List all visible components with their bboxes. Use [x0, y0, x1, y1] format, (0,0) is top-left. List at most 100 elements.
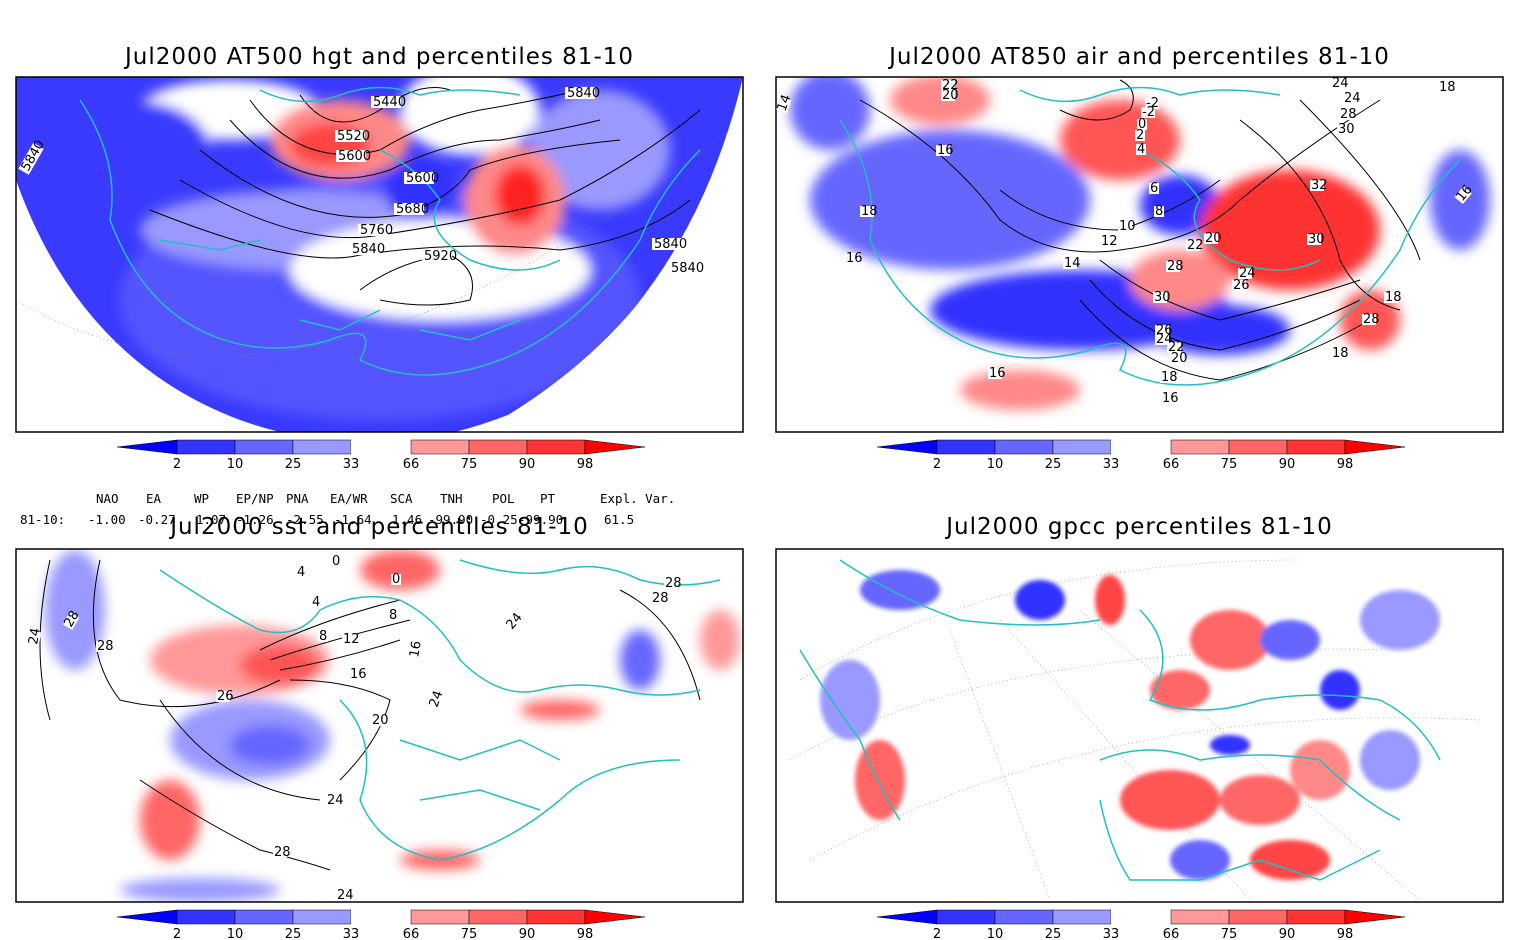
idx-h-eawr: EA/WR: [330, 491, 368, 506]
contour-sst-1: [39, 559, 51, 721]
clabel-air-27: 16: [1161, 391, 1179, 406]
panel-title-air: Jul2000 AT850 air and percentiles 81-10: [889, 44, 1390, 70]
svg-text:28: 28: [1340, 107, 1357, 122]
colorbar-seg-5: [1170, 439, 1230, 455]
clabel-sst-2: 28: [96, 639, 114, 654]
colorbar-sst: 2 10 25 33 66 75 90 98: [116, 909, 646, 940]
clabel-sst-15: 28: [651, 591, 669, 606]
svg-text:18: 18: [1439, 80, 1456, 95]
clabel-sst-10: 20: [371, 713, 389, 728]
svg-text:5920: 5920: [424, 249, 457, 264]
coastline-sst-4: [399, 739, 561, 811]
coastline-gpcc-1: [799, 649, 901, 821]
clabel-air-16: 22: [1186, 238, 1204, 253]
colorbar-label: 66: [1163, 927, 1180, 940]
shade-gpcc-red8: [1250, 840, 1330, 880]
svg-text:16: 16: [937, 143, 954, 158]
idx-h-pna: PNA: [286, 491, 309, 506]
shade-air-red2: [1200, 170, 1380, 290]
svg-text:14: 14: [775, 93, 795, 114]
coastline-sst-2: [339, 699, 681, 861]
clabel-sst-12: 24: [427, 689, 446, 710]
coastline-gpcc-5: [1099, 799, 1381, 881]
idx-v-tnh: -99.90: [428, 512, 474, 527]
clabel-air-17: 20: [1204, 231, 1222, 246]
svg-text:-2: -2: [1142, 105, 1155, 120]
svg-text:24: 24: [1239, 266, 1256, 281]
colorbar-label: 98: [577, 927, 594, 940]
svg-text:16: 16: [1162, 391, 1179, 406]
svg-text:18: 18: [1385, 290, 1402, 305]
clabel-hgt-3: 5600: [404, 171, 439, 186]
svg-text:5600: 5600: [338, 149, 371, 164]
colorbar-label: 33: [1103, 927, 1120, 940]
clabel-air-34: 30: [1307, 232, 1325, 247]
svg-text:0: 0: [332, 554, 340, 569]
svg-text:12: 12: [1101, 234, 1118, 249]
clabel-hgt-6: 5840: [350, 242, 385, 257]
svg-text:20: 20: [372, 713, 389, 728]
shade-gpcc-red2: [1095, 575, 1125, 625]
clabel-air-20: 24: [1238, 266, 1256, 281]
svg-text:28: 28: [61, 608, 82, 630]
colorbar-air: 2 10 25 33 66 75 90 98: [876, 439, 1406, 472]
svg-text:22: 22: [942, 78, 959, 93]
svg-text:4: 4: [312, 595, 320, 610]
contour-hgt-5840: [149, 199, 691, 259]
clabel-air-3: 16: [936, 143, 954, 158]
coastline-gpcc-3: [1139, 609, 1441, 761]
clabel-air-38: 18: [1438, 80, 1456, 95]
colorbar-label: 10: [987, 457, 1004, 472]
svg-text:5840: 5840: [567, 86, 600, 101]
svg-text:5840: 5840: [352, 242, 385, 257]
svg-text:10: 10: [1119, 219, 1136, 234]
colorbar-seg-5: [1170, 909, 1230, 925]
colorbar-seg-3: [292, 439, 352, 455]
shade-hgt-white3: [400, 77, 540, 155]
colorbar-seg-neutral: [351, 440, 411, 454]
clabel-air-25: 20: [1170, 351, 1188, 366]
colorbar-seg-1: [176, 909, 236, 925]
colorbar-seg-low-tri: [876, 909, 938, 925]
clabel-air-26: 18: [1160, 370, 1178, 385]
colorbar-label: 10: [227, 927, 244, 940]
idx-v-pol: -0.25: [480, 512, 518, 527]
svg-text:5440: 5440: [373, 95, 406, 110]
clabel-sst-0: 24: [26, 627, 44, 647]
colorbar-seg-6: [468, 439, 528, 455]
idx-v-wp: 1.07: [196, 512, 227, 527]
colorbar-seg-neutral: [1111, 440, 1171, 454]
svg-text:6: 6: [1150, 181, 1158, 196]
contour-sst-7: [279, 639, 401, 671]
colorbar-label: 25: [285, 927, 302, 940]
svg-text:26: 26: [1233, 278, 1250, 293]
shade-sst-red4: [360, 550, 440, 590]
shade-gpcc-blue2: [860, 570, 940, 610]
shade-gpcc-red5: [1120, 770, 1220, 830]
idx-v-sca: 1.46: [392, 512, 423, 527]
shade-sst-red2: [140, 780, 200, 860]
svg-text:24: 24: [1332, 76, 1349, 91]
clabel-air-28: 16: [988, 366, 1006, 381]
clabel-air-7: -2: [1141, 105, 1155, 120]
shade-air-blue1: [810, 130, 1090, 270]
shade-gpcc-blue1: [820, 660, 880, 740]
contour-hgt-5920: [359, 254, 473, 306]
colorbar-hgt: 2 10 25 33 66 75 90 98: [116, 439, 646, 472]
colorbar-seg-2: [234, 439, 294, 455]
svg-text:2: 2: [1136, 128, 1144, 143]
colorbar-label: 66: [403, 457, 420, 472]
svg-text:16: 16: [350, 667, 367, 682]
colorbar-seg-7: [526, 439, 586, 455]
colorbar-label: 75: [1221, 927, 1238, 940]
svg-text:0: 0: [1138, 117, 1146, 132]
idx-h-pol: POL: [492, 491, 515, 506]
clabel-air-13: 10: [1118, 219, 1136, 234]
clabel-air-29: 24: [1331, 76, 1349, 91]
idx-v-nao: -1.00: [88, 512, 126, 527]
colorbar-label: 98: [1337, 927, 1354, 940]
colorbar-seg-2: [234, 909, 294, 925]
colorbar-seg-high-tri: [1344, 439, 1406, 455]
svg-text:4: 4: [297, 565, 305, 580]
clabel-hgt-1: 5520: [335, 129, 370, 144]
